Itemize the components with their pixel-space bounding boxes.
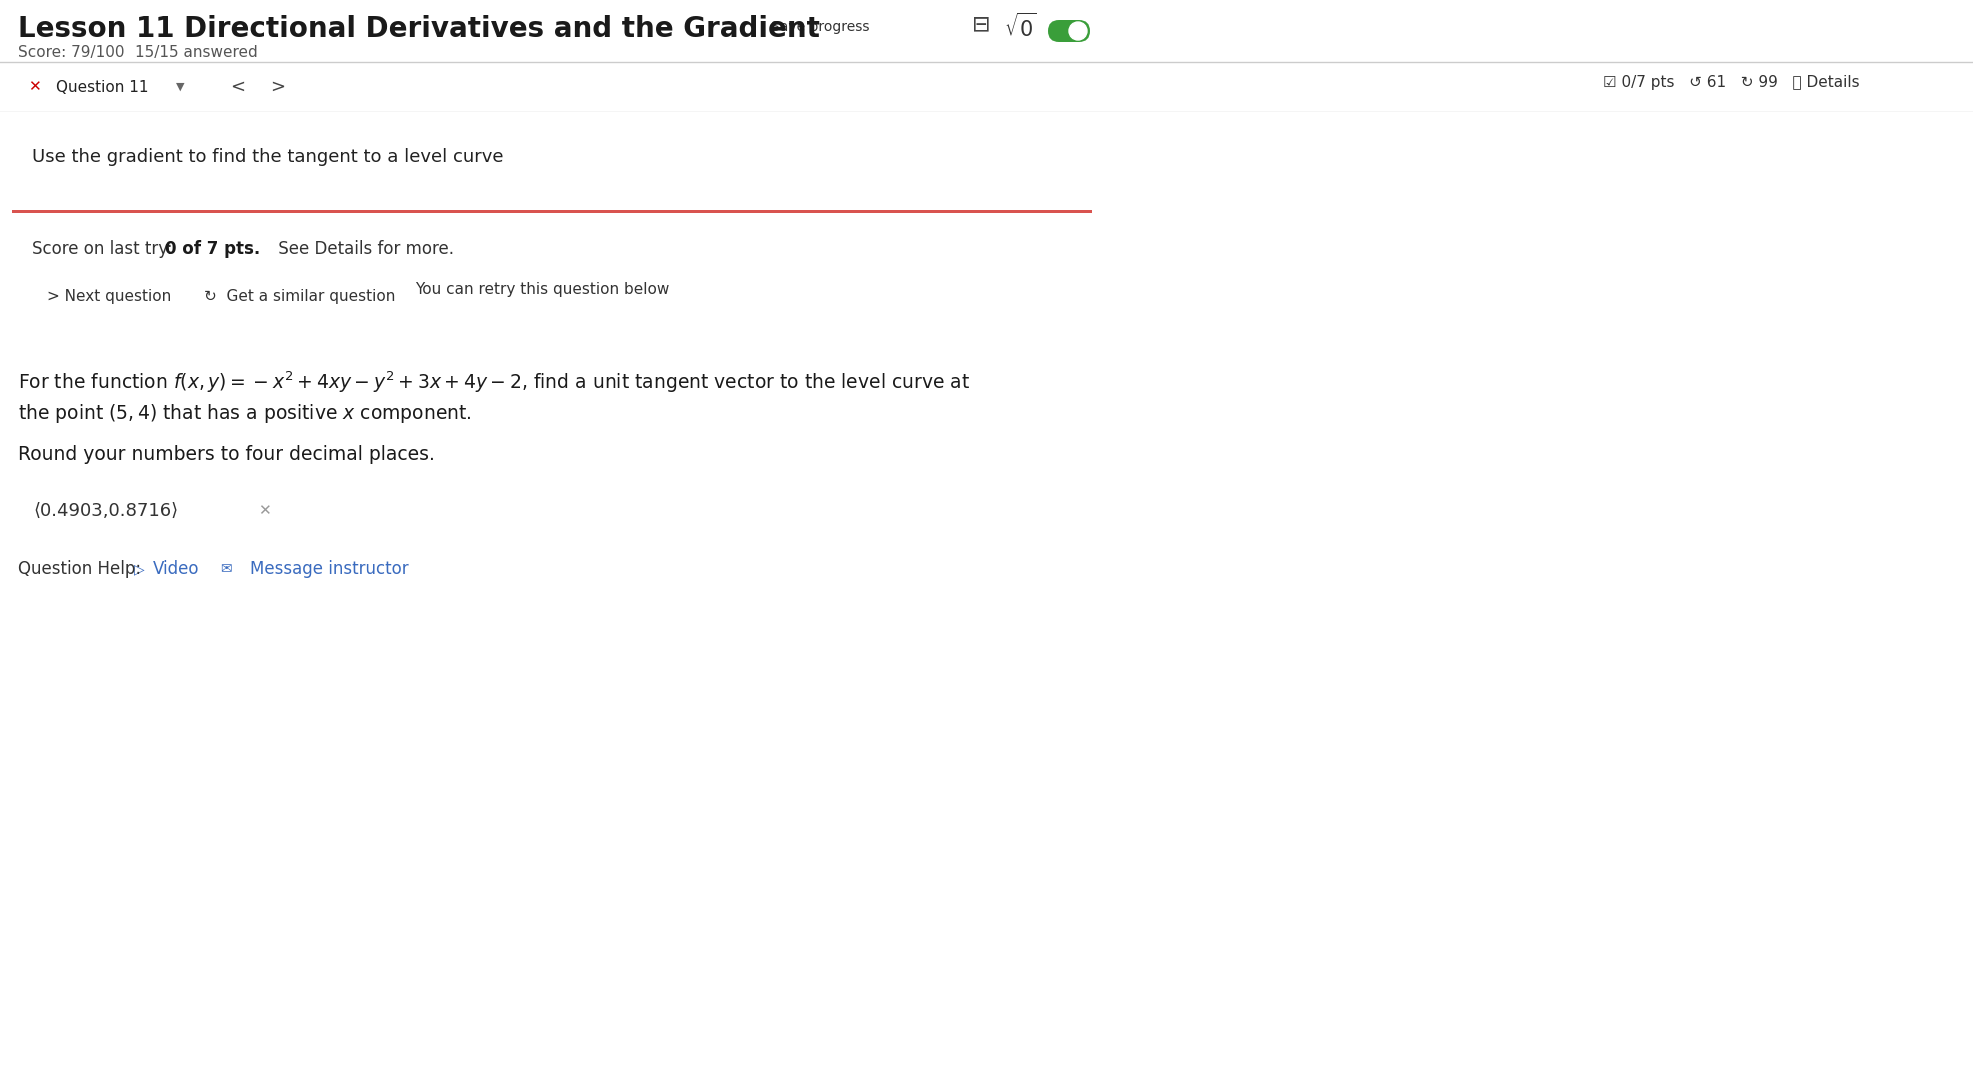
Text: Question Help:: Question Help: [18,560,140,578]
Text: ✉: ✉ [219,562,231,576]
Circle shape [1069,22,1087,40]
Text: Round your numbers to four decimal places.: Round your numbers to four decimal place… [18,445,434,464]
Text: See Details for more.: See Details for more. [272,240,454,258]
Text: Score: 79/100: Score: 79/100 [18,45,124,60]
Text: Message instructor: Message instructor [251,560,408,578]
Text: ☑ 0/7 pts   ↺ 61   ↻ 99   ⓘ Details: ☑ 0/7 pts ↺ 61 ↻ 99 ⓘ Details [1602,75,1859,90]
Text: ✕: ✕ [28,79,41,94]
Text: the point $(5, 4)$ that has a positive $x$ component.: the point $(5, 4)$ that has a positive $… [18,402,472,425]
Text: 0 of 7 pts.: 0 of 7 pts. [166,240,260,258]
Text: ↻  Get a similar question: ↻ Get a similar question [203,289,395,304]
Text: 15/15 answered: 15/15 answered [134,45,258,60]
Text: Question 11: Question 11 [55,79,148,94]
Text: ⟨0.4903,0.8716⟩: ⟨0.4903,0.8716⟩ [34,502,180,520]
Text: Save progress: Save progress [769,20,868,34]
Text: > Next question: > Next question [47,289,172,304]
Text: Use the gradient to find the tangent to a level curve: Use the gradient to find the tangent to … [32,148,503,166]
Text: ⊟: ⊟ [971,14,990,34]
Text: For the function $f(x, y) = -x^2 + 4xy - y^2 + 3x + 4y - 2$, find a unit tangent: For the function $f(x, y) = -x^2 + 4xy -… [18,370,969,396]
Text: Score on last try:: Score on last try: [32,240,178,258]
FancyBboxPatch shape [1048,20,1089,42]
Text: >: > [270,78,286,96]
Text: ✕: ✕ [258,504,270,519]
Text: ▼: ▼ [176,82,183,92]
Text: $\sqrt{0}$: $\sqrt{0}$ [1004,13,1036,42]
Text: Video: Video [152,560,199,578]
Text: <: < [231,78,245,96]
Text: You can retry this question below: You can retry this question below [414,282,669,297]
Text: Done: Done [906,20,945,34]
Text: ▷: ▷ [134,562,144,576]
Text: Lesson 11 Directional Derivatives and the Gradient: Lesson 11 Directional Derivatives and th… [18,15,819,43]
Text: Submit Question: Submit Question [20,609,176,627]
